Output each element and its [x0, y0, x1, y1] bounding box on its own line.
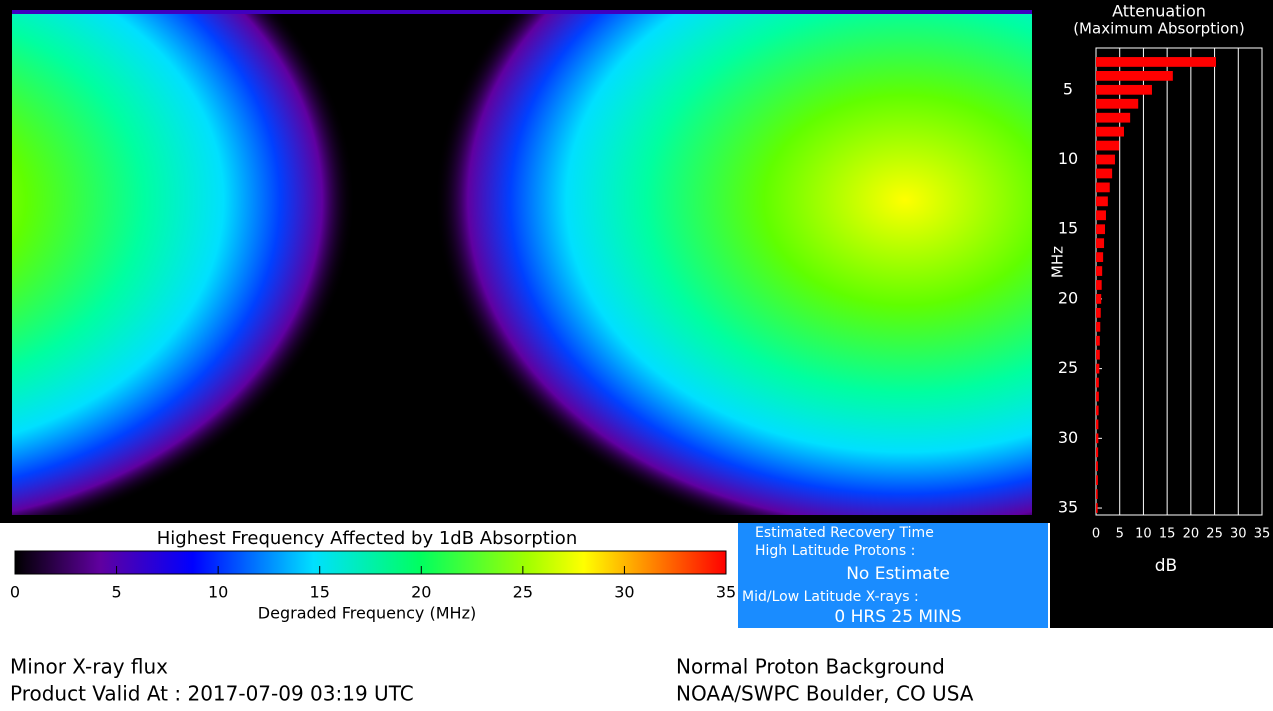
recovery-high-value: No Estimate — [846, 564, 950, 584]
y-tick-label: 10 — [1058, 149, 1078, 168]
x-tick-label: 25 — [1206, 527, 1223, 542]
recovery-box — [738, 523, 1048, 628]
proton-status: Normal Proton Background — [676, 655, 945, 679]
bar — [1096, 447, 1099, 458]
colorbar-tick-label: 35 — [716, 583, 736, 602]
bar — [1096, 433, 1099, 444]
source: NOAA/SWPC Boulder, CO USA — [676, 682, 974, 706]
bar — [1096, 489, 1098, 499]
bar — [1096, 196, 1108, 207]
colorbar-tick-label: 10 — [208, 583, 228, 602]
bar — [1096, 335, 1100, 346]
x-axis-label: dB — [1155, 556, 1177, 576]
y-tick-label: 35 — [1058, 498, 1078, 517]
x-tick-label: 15 — [1159, 527, 1176, 542]
bar — [1096, 112, 1131, 123]
y-tick-label: 15 — [1058, 219, 1078, 238]
bar — [1096, 266, 1103, 276]
bar — [1096, 419, 1099, 430]
bar — [1096, 126, 1124, 137]
attenuation-panel — [1050, 0, 1273, 628]
colorbar-tick-label: 25 — [513, 583, 533, 602]
colorbar-tick-label: 30 — [614, 583, 634, 602]
y-tick-label: 5 — [1063, 79, 1073, 98]
bar — [1096, 475, 1098, 486]
y-tick-label: 30 — [1058, 428, 1078, 447]
xray-status: Minor X-ray flux — [10, 655, 168, 679]
bar — [1096, 461, 1098, 472]
bar — [1096, 349, 1100, 360]
bar — [1096, 238, 1105, 249]
bar — [1096, 307, 1101, 318]
y-tick-label: 25 — [1058, 358, 1078, 377]
bar — [1096, 71, 1173, 81]
bar — [1096, 57, 1216, 67]
x-tick-label: 30 — [1230, 527, 1247, 542]
bar — [1096, 98, 1139, 109]
bar — [1096, 294, 1102, 304]
bar — [1096, 252, 1104, 262]
x-tick-label: 20 — [1183, 527, 1200, 542]
recovery-low-label: Mid/Low Latitude X-rays : — [742, 589, 919, 605]
valid-time: Product Valid At : 2017-07-09 03:19 UTC — [10, 682, 414, 706]
bar — [1096, 391, 1099, 402]
bar — [1096, 503, 1098, 513]
recovery-high-label: High Latitude Protons : — [755, 543, 915, 559]
colorbar-tick-label: 20 — [411, 583, 431, 602]
chart-title: Attenuation — [1112, 2, 1206, 21]
recovery-low-value: 0 HRS 25 MINS — [834, 607, 961, 627]
x-tick-label: 35 — [1254, 527, 1271, 542]
colorbar-tick-label: 15 — [310, 583, 330, 602]
bar — [1096, 280, 1102, 290]
colorbar-label: Degraded Frequency (MHz) — [258, 604, 476, 623]
absorption-map — [12, 10, 1032, 515]
bar — [1096, 84, 1152, 95]
y-axis-label: MHz — [1049, 246, 1067, 278]
x-tick-label: 0 — [1092, 527, 1100, 542]
bar — [1096, 363, 1100, 374]
colorbar-title: Highest Frequency Affected by 1dB Absorp… — [157, 528, 577, 549]
x-tick-label: 10 — [1135, 527, 1152, 542]
bar — [1096, 140, 1120, 151]
bar — [1096, 154, 1115, 165]
bar — [1096, 377, 1099, 388]
colorbar — [14, 550, 727, 575]
bar — [1096, 224, 1106, 235]
bar — [1096, 405, 1099, 416]
bar — [1096, 168, 1113, 179]
bar — [1096, 210, 1106, 221]
recovery-title: Estimated Recovery Time — [755, 525, 934, 541]
colorbar-tick-label: 5 — [111, 583, 121, 602]
y-tick-label: 20 — [1058, 288, 1078, 307]
x-tick-label: 5 — [1116, 527, 1124, 542]
bar — [1096, 321, 1101, 332]
colorbar-tick-label: 0 — [10, 583, 20, 602]
chart-subtitle: (Maximum Absorption) — [1073, 20, 1245, 38]
bar — [1096, 182, 1110, 193]
